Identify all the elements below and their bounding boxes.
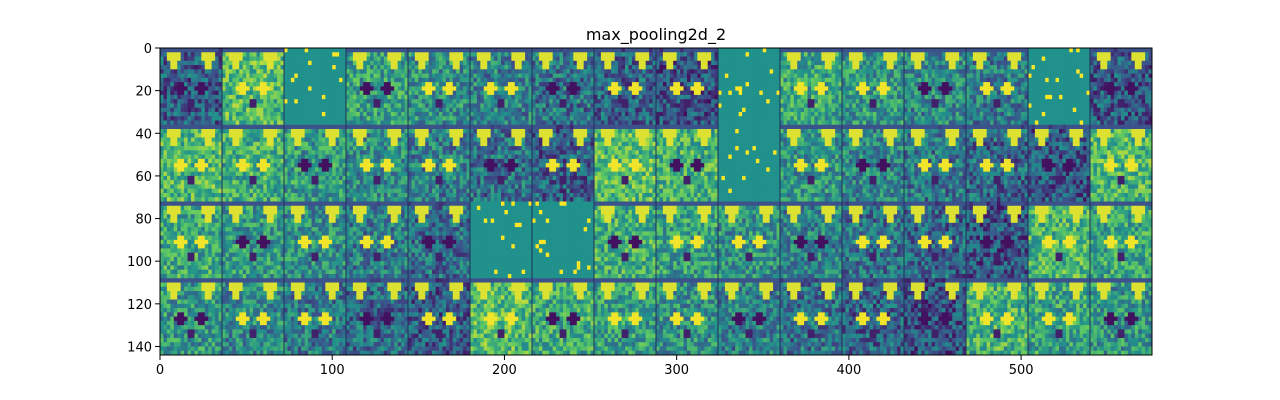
y-tick-label: 40 xyxy=(135,127,152,142)
feature-map-tile xyxy=(718,201,781,279)
y-tick-label: 0 xyxy=(144,42,152,57)
feature-map-tile xyxy=(470,48,533,126)
feature-map-tile xyxy=(780,278,843,355)
feature-map-tile xyxy=(966,201,1029,279)
feature-map-tile xyxy=(656,48,719,126)
feature-map-tile xyxy=(346,278,409,355)
x-tick-label: 200 xyxy=(492,363,517,378)
feature-map-tile xyxy=(966,48,1029,126)
feature-map-tile xyxy=(1090,278,1152,355)
feature-map-tile xyxy=(284,124,347,202)
feature-map-tile xyxy=(718,278,781,355)
feature-map-tile xyxy=(160,278,223,355)
feature-map-tile xyxy=(222,201,285,279)
feature-map-tile xyxy=(656,201,719,279)
feature-map-tile xyxy=(160,201,223,279)
x-tick-label: 500 xyxy=(1009,363,1034,378)
y-tick-label: 120 xyxy=(127,298,152,313)
feature-map-tile xyxy=(904,124,967,202)
feature-map-tile xyxy=(718,48,781,126)
x-tick-label: 300 xyxy=(664,363,689,378)
feature-map-tile xyxy=(780,201,843,279)
feature-map-tile xyxy=(966,278,1029,355)
y-axis: 0 20 40 60 80 100 120 140 xyxy=(127,42,160,355)
feature-map-tile xyxy=(346,201,409,279)
feature-map-tile xyxy=(160,124,223,202)
feature-map-tile xyxy=(284,48,347,126)
x-tick-label: 0 xyxy=(156,363,164,378)
feature-map-tile xyxy=(222,278,285,355)
feature-map-tile xyxy=(842,48,905,126)
feature-map-tile xyxy=(470,278,533,355)
feature-map-tile xyxy=(160,48,223,126)
feature-map-tile xyxy=(656,278,719,355)
x-axis: 0 100 200 300 400 500 xyxy=(156,355,1034,378)
feature-map-tile xyxy=(1028,48,1091,126)
feature-map-tile xyxy=(408,48,471,126)
x-tick-label: 100 xyxy=(320,363,345,378)
feature-map-tile xyxy=(656,124,719,202)
feature-map-tile xyxy=(1028,124,1091,202)
feature-map-tile xyxy=(284,201,347,279)
feature-map-tile xyxy=(532,124,595,202)
feature-map-tile xyxy=(842,278,905,355)
feature-map-tile xyxy=(1090,201,1152,279)
feature-map-tile xyxy=(470,201,533,279)
chart-title: max_pooling2d_2 xyxy=(586,25,726,45)
feature-map-tile xyxy=(1090,124,1152,202)
y-tick-label: 140 xyxy=(127,340,152,355)
feature-map-tile xyxy=(408,124,471,202)
feature-map-tile xyxy=(408,201,471,279)
feature-map-tile xyxy=(532,278,595,355)
feature-map-tile xyxy=(594,124,657,202)
feature-map-tile xyxy=(346,124,409,202)
y-tick-label: 20 xyxy=(135,85,152,100)
feature-map-tile xyxy=(470,124,533,202)
y-tick-label: 100 xyxy=(127,255,152,270)
feature-map-tile xyxy=(1028,278,1091,355)
feature-map-tile xyxy=(222,124,285,202)
heatmap-image xyxy=(160,48,1152,355)
feature-map-tile xyxy=(408,278,471,355)
feature-map-tile xyxy=(532,201,595,279)
feature-map-tile xyxy=(718,124,781,202)
feature-map-tile xyxy=(284,278,347,355)
feature-map-tile xyxy=(966,124,1029,202)
feature-map-tile xyxy=(842,124,905,202)
feature-map-tile xyxy=(780,124,843,202)
feature-map-tile xyxy=(904,48,967,126)
feature-map-tile xyxy=(1090,48,1152,126)
feature-map-tile xyxy=(842,201,905,279)
feature-map-tile xyxy=(904,201,967,279)
feature-map-tile xyxy=(346,48,409,126)
feature-map-tile xyxy=(222,48,285,126)
feature-map-tile xyxy=(904,278,967,355)
y-tick-label: 60 xyxy=(135,170,152,185)
plot-frame xyxy=(159,47,1153,356)
feature-map-tile xyxy=(594,278,657,355)
feature-map-tile xyxy=(532,48,595,126)
x-tick-label: 400 xyxy=(836,363,861,378)
y-tick-label: 80 xyxy=(135,213,152,228)
feature-map-tile xyxy=(780,48,843,126)
feature-map-tile xyxy=(594,201,657,279)
feature-map-tile xyxy=(594,48,657,126)
feature-map-tile xyxy=(1028,201,1091,279)
